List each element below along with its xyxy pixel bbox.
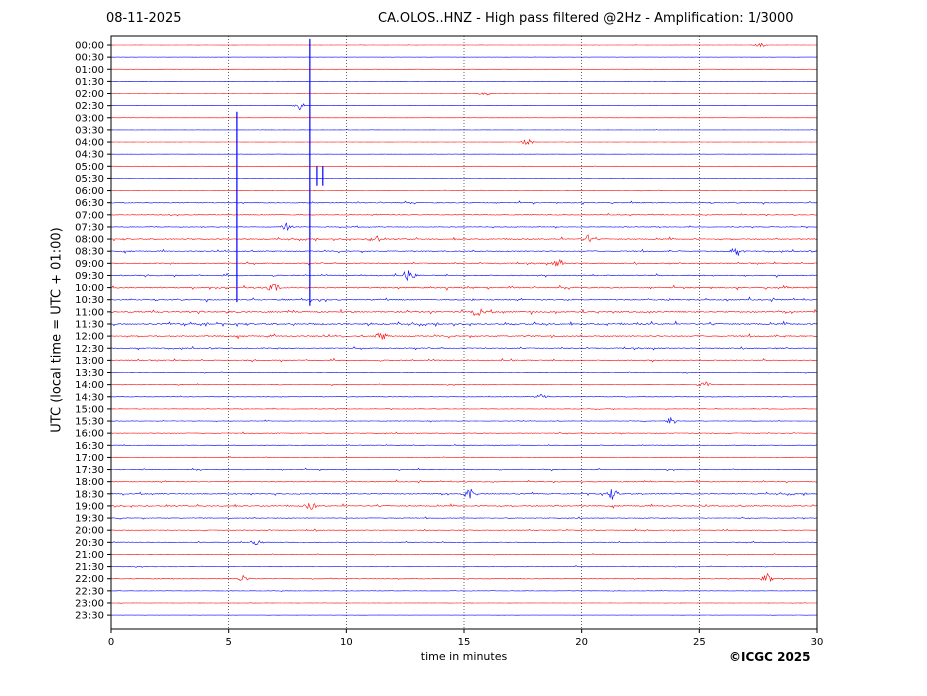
x-tick-label-0: 0 [108,637,114,648]
trace-2230 [110,589,818,592]
y-tick-label-29: 14:30 [75,392,104,403]
y-tick-label-27: 13:30 [75,368,104,379]
trace-1700 [111,456,818,459]
y-tick-label-11: 05:30 [75,174,104,185]
trace-0000 [110,42,818,48]
y-tick-label-23: 11:30 [75,319,104,330]
trace-2000 [110,528,818,532]
trace-1130 [111,320,818,328]
trace-0500 [110,165,818,167]
x-tick-label-20: 20 [575,637,588,648]
y-tick-label-30: 15:00 [75,404,104,415]
y-tick-label-31: 15:30 [75,417,104,428]
x-tick-label-10: 10 [340,637,353,648]
y-tick-label-32: 16:00 [75,429,104,440]
y-tick-label-43: 21:30 [75,562,104,573]
y-tick-label-12: 06:00 [75,186,104,197]
y-tick-label-0: 00:00 [75,41,104,52]
chart-title: CA.OLOS..HNZ - High pass filtered @2Hz -… [378,11,794,26]
y-tick-label-14: 07:00 [75,210,104,221]
y-tick-label-42: 21:00 [75,550,104,561]
x-tick-label-25: 25 [693,637,706,648]
y-tick-label-22: 11:00 [75,307,104,318]
y-tick-label-8: 04:00 [75,138,104,149]
y-tick-label-33: 16:30 [75,441,104,452]
y-axis-label: UTC (local time = UTC + 01:00) [49,227,65,433]
trace-0730 [110,222,817,232]
y-tick-label-3: 01:30 [75,77,104,88]
y-tick-label-46: 23:00 [75,598,104,609]
y-tick-label-47: 23:30 [75,611,104,622]
y-tick-label-18: 09:00 [75,259,104,270]
trace-1830 [110,488,818,500]
trace-2100 [110,553,817,556]
trace-1730 [111,467,818,472]
trace-2030 [110,539,818,545]
trace-0830 [110,247,818,256]
y-tick-label-7: 03:30 [75,125,104,136]
x-axis-label: time in minutes [420,650,508,663]
y-tick-label-28: 14:00 [75,380,104,391]
copyright-label: ©ICGC 2025 [729,650,811,664]
trace-1800 [110,479,818,484]
x-tick-label-30: 30 [811,637,824,648]
y-tick-label-38: 19:00 [75,501,104,512]
y-tick-group: 00:0000:3001:0001:3002:0002:3003:0003:30… [75,41,111,622]
y-tick-label-10: 05:00 [75,162,104,173]
trace-0600 [111,189,818,192]
trace-0800 [110,234,818,243]
y-tick-label-1: 00:30 [75,53,104,64]
y-tick-label-2: 01:00 [75,65,104,76]
trace-2200 [110,572,818,582]
trace-1630 [110,443,817,447]
y-tick-label-34: 17:00 [75,453,104,464]
x-tick-group: 0 5 10 15 20 25 30 [108,629,824,648]
date-label: 08-11-2025 [106,11,182,26]
y-tick-label-4: 02:00 [75,89,104,100]
trace-1900 [110,503,818,510]
y-tick-label-9: 04:30 [75,150,104,161]
y-tick-label-24: 12:00 [75,332,104,343]
trace-0700 [110,212,818,217]
y-tick-label-19: 09:30 [75,271,104,282]
y-tick-label-15: 07:30 [75,222,104,233]
y-tick-label-37: 18:30 [75,489,104,500]
y-tick-label-44: 22:00 [75,574,104,585]
trace-0900 [111,258,818,267]
trace-1930 [110,516,818,520]
trace-2130 [110,565,818,568]
x-tick-label-15: 15 [458,637,471,648]
trace-1400 [111,381,817,387]
y-tick-label-25: 12:30 [75,344,104,355]
x-tick-label-5: 5 [225,637,231,648]
y-tick-label-45: 22:30 [75,586,104,597]
y-tick-label-17: 08:30 [75,247,104,258]
y-tick-label-6: 03:00 [75,113,104,124]
y-tick-label-41: 20:30 [75,538,104,549]
y-tick-label-5: 02:30 [75,101,104,112]
y-tick-label-35: 17:30 [75,465,104,476]
y-tick-label-26: 13:00 [75,356,104,367]
y-tick-label-39: 19:30 [75,514,104,525]
trace-0630 [110,200,818,205]
y-tick-label-40: 20:00 [75,526,104,537]
y-tick-label-16: 08:00 [75,235,104,246]
y-tick-label-13: 06:30 [75,198,104,209]
y-tick-label-21: 10:30 [75,295,104,306]
gridline-group [228,36,700,629]
trace-1600 [110,431,817,435]
trace-0930 [110,270,818,282]
spike-group [236,38,324,306]
y-tick-label-36: 18:00 [75,477,104,488]
y-tick-label-20: 10:00 [75,283,104,294]
